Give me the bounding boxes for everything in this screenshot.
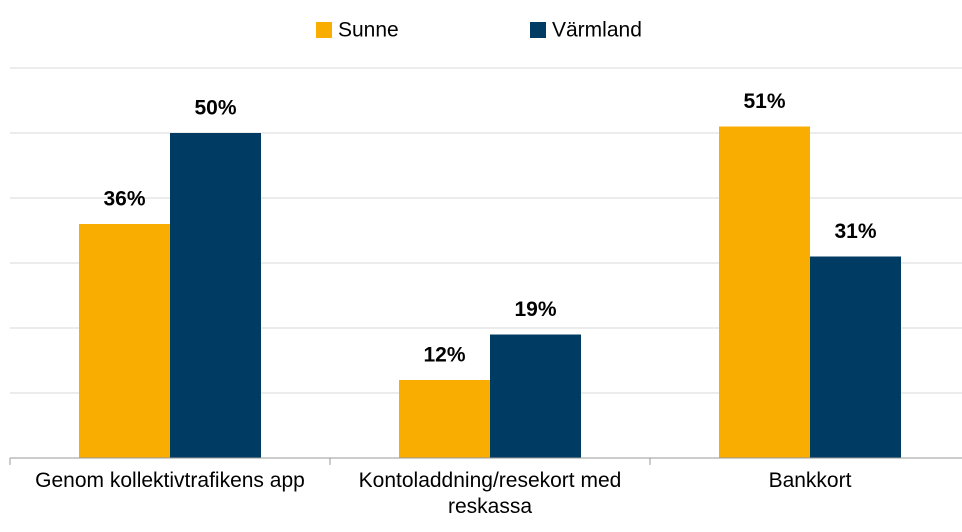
x-tick-label: Kontoladdning/resekort med reskassa <box>358 469 622 518</box>
bar <box>719 126 810 458</box>
x-tick-label: Bankkort <box>768 469 852 492</box>
bar <box>170 133 261 458</box>
value-label: 50% <box>194 97 236 120</box>
bar <box>490 334 581 458</box>
legend-swatch <box>316 22 332 38</box>
value-label: 31% <box>834 220 876 243</box>
value-label: 12% <box>423 344 465 367</box>
bar <box>79 224 170 458</box>
legend-swatch <box>530 22 546 38</box>
x-tick-label: Genom kollektivtrafikens app <box>35 469 305 492</box>
value-label: 19% <box>514 298 556 321</box>
bar <box>399 380 490 458</box>
legend-label: Sunne <box>338 19 399 42</box>
bar <box>810 256 901 458</box>
value-label: 51% <box>743 90 785 113</box>
legend-label: Värmland <box>552 19 642 42</box>
value-label: 36% <box>103 188 145 211</box>
